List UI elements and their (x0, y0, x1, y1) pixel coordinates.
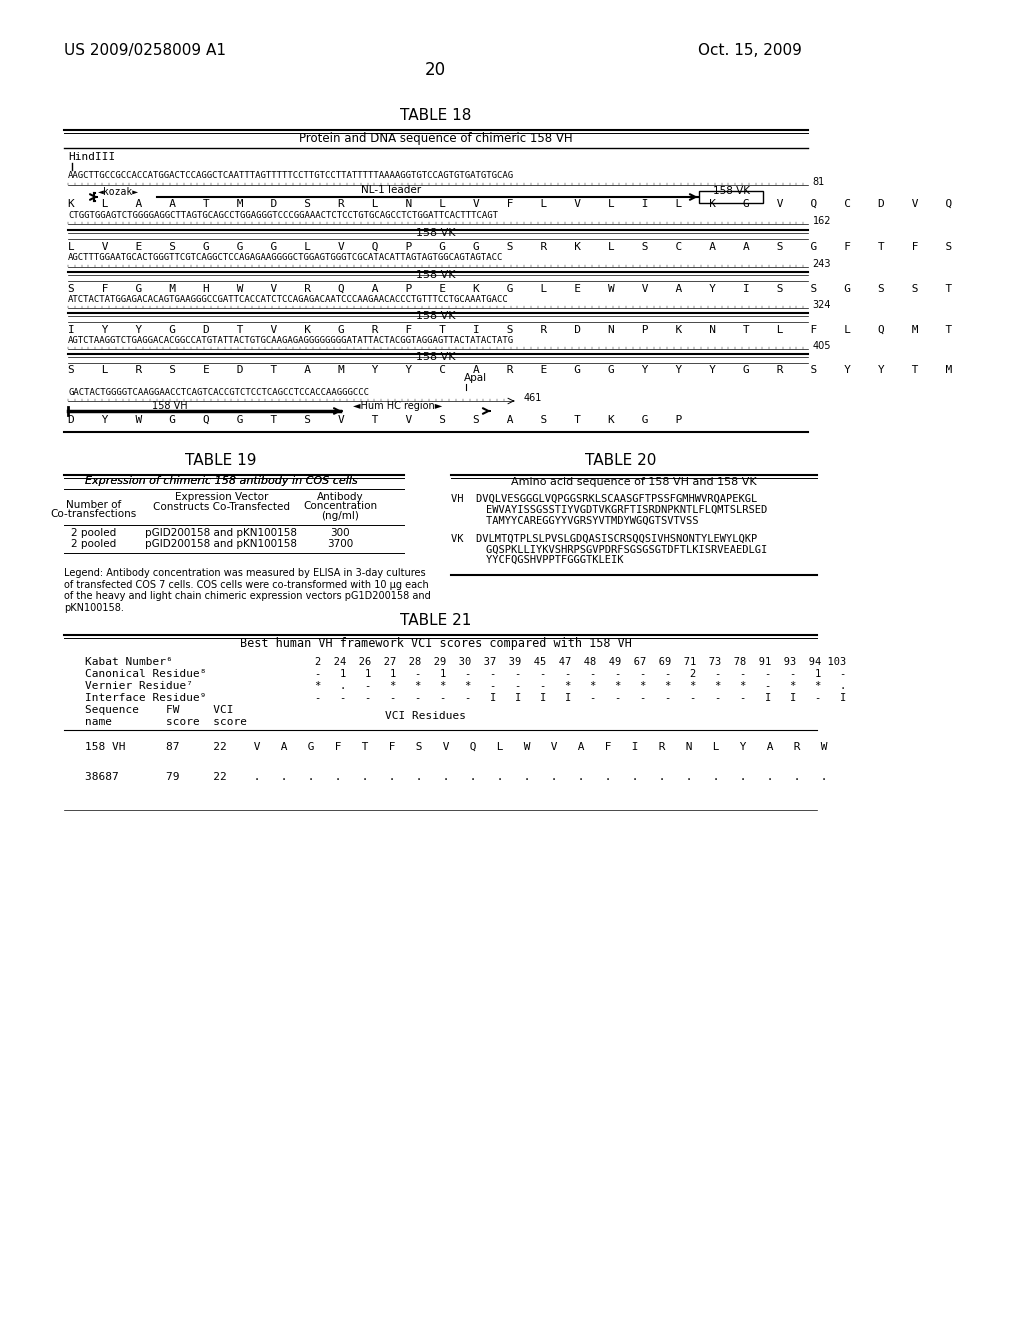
Text: AGCTTTGGAATGCACTGGGTTCGTCAGGCTCCAGAGAAGGGGCTGGAGTGGGTCGCATACATTAGTAGTGGCAGTAGTAC: AGCTTTGGAATGCACTGGGTTCGTCAGGCTCCAGAGAAGG… (68, 253, 504, 261)
Text: name        score  score: name score score (85, 717, 247, 727)
Text: CTGGTGGAGTCTGGGGAGGCTTAGTGCAGCCTGGAGGGTCCCGGAAACTCTCCTGTGCAGCCTCTGGATTCACTTTCAGT: CTGGTGGAGTCTGGGGAGGCTTAGTGCAGCCTGGAGGGTC… (68, 211, 498, 220)
Text: US 2009/0258009 A1: US 2009/0258009 A1 (63, 44, 226, 58)
Text: 2 pooled: 2 pooled (71, 528, 117, 539)
Text: ◄kozak►: ◄kozak► (98, 187, 139, 197)
Text: 3700: 3700 (328, 539, 353, 549)
Text: I    Y    Y    G    D    T    V    K    G    R    F    T    I    S    R    D    : I Y Y G D T V K G R F T I S R D (68, 325, 952, 335)
Text: 2 pooled: 2 pooled (71, 539, 117, 549)
Text: HindIII: HindIII (68, 152, 116, 162)
Text: (ng/ml): (ng/ml) (322, 511, 359, 521)
Text: 81: 81 (813, 177, 825, 187)
Text: TABLE 21: TABLE 21 (400, 612, 471, 628)
Text: *   .   -   *   *   *   *   -   -   -   *   *   *   *   *   *   *   *   -   *   : * . - * * * * - - - * * * * * * * * - * (314, 681, 846, 690)
Text: AGTCTAAGGTCTGAGGACACGGCCATGTATTACTGTGCAAGAGAGGGGGGGGATATTACTACGGTAGGAGTTACTATACT: AGTCTAAGGTCTGAGGACACGGCCATGTATTACTGTGCAA… (68, 337, 514, 345)
Text: 20: 20 (425, 61, 446, 79)
Text: 158 VH      87     22    V   A   G   F   T   F   S   V   Q   L   W   V   A   F  : 158 VH 87 22 V A G F T F S V Q L W V A F (85, 742, 827, 752)
Text: Vernier Residue⁷: Vernier Residue⁷ (85, 681, 194, 690)
Text: Expression Vector: Expression Vector (174, 492, 268, 502)
Text: 324: 324 (813, 300, 831, 310)
Text: YYCFQGSHVPPTFGGGTKLEIK: YYCFQGSHVPPTFGGGTKLEIK (461, 554, 624, 565)
Text: S    F    G    M    H    W    V    R    Q    A    P    E    K    G    L    E    : S F G M H W V R Q A P E K G L E (68, 284, 952, 294)
Text: K    L    A    A    T    M    D    S    R    L    N    L    V    F    L    V    : K L A A T M D S R L N L V F L V (68, 199, 952, 209)
Text: Number of: Number of (66, 500, 121, 510)
Text: D    Y    W    G    Q    G    T    S    V    T    V    S    S    A    S    T    : D Y W G Q G T S V T V S S A S T (68, 414, 682, 425)
Text: Canonical Residue⁸: Canonical Residue⁸ (85, 669, 207, 678)
Text: 461: 461 (523, 393, 542, 403)
Text: Best human VH framework VCI scores compared with 158 VH: Best human VH framework VCI scores compa… (240, 638, 632, 649)
Text: Expression of chimeric 158 antibody in COS cells: Expression of chimeric 158 antibody in C… (85, 477, 357, 486)
Text: ◄Hum HC region►: ◄Hum HC region► (353, 401, 442, 411)
Text: ApaI: ApaI (464, 374, 486, 383)
Text: NL-1 leader: NL-1 leader (361, 185, 422, 195)
Text: 38687       79     22    .   .   .   .   .   .   .   .   .   .   .   .   .   .  : 38687 79 22 . . . . . . . . . . . . . . (85, 772, 827, 781)
Text: -   1   1   1   -   1   -   -   -   -   -   -   -   -   -   2   -   -   -   -   : - 1 1 1 - 1 - - - - - - - - - 2 - - - - (314, 669, 846, 678)
Text: Concentration: Concentration (303, 502, 378, 511)
Text: TABLE 19: TABLE 19 (185, 453, 257, 469)
Text: EWVAYISSGSSTIYVGDTVKGRFTISRDNPKNTLFLQMTSLRSED: EWVAYISSGSSTIYVGDTVKGRFTISRDNPKNTLFLQMTS… (461, 506, 767, 515)
Text: 158 VK: 158 VK (714, 186, 751, 195)
Text: Amino acid sequence of 158 VH and 158 VK: Amino acid sequence of 158 VH and 158 VK (511, 477, 757, 487)
Text: TABLE 20: TABLE 20 (586, 453, 656, 469)
Text: Legend: Antibody concentration was measured by ELISA in 3-day cultures
of transf: Legend: Antibody concentration was measu… (63, 568, 430, 612)
Text: pGID200158 and pKN100158: pGID200158 and pKN100158 (145, 539, 297, 549)
Text: Interface Residue⁹: Interface Residue⁹ (85, 693, 207, 704)
Text: L    V    E    S    G    G    G    L    V    Q    P    G    G    S    R    K    : L V E S G G G L V Q P G G S R K (68, 242, 952, 252)
Text: Co-transfections: Co-transfections (50, 510, 137, 519)
Text: pGID200158 and pKN100158: pGID200158 and pKN100158 (145, 528, 297, 539)
Text: 158 VH: 158 VH (153, 401, 188, 411)
Text: VK  DVLMTQTPLSLPVSLGDQASISCRSQQSIVHSNONTYLEWYLQKP: VK DVLMTQTPLSLPVSLGDQASISCRSQQSIVHSNONTY… (451, 535, 757, 544)
Text: VCI Residues: VCI Residues (385, 711, 466, 721)
Text: 2  24  26  27  28  29  30  37  39  45  47  48  49  67  69  71  73  78  91  93  9: 2 24 26 27 28 29 30 37 39 45 47 48 49 67… (314, 657, 846, 667)
Text: 158 VK: 158 VK (416, 352, 456, 362)
Text: Antibody: Antibody (317, 492, 364, 502)
FancyBboxPatch shape (699, 191, 763, 203)
Text: TAMYYCAREGGYYVGRSYVTMDYWGQGTSVTVSS: TAMYYCAREGGYYVGRSYVTMDYWGQGTSVTVSS (461, 516, 698, 525)
Text: 243: 243 (813, 259, 831, 269)
Text: VH  DVQLVESGGGLVQPGGSRKLSCAASGFTPSSFGMHWVRQAPEKGL: VH DVQLVESGGGLVQPGGSRKLSCAASGFTPSSFGMHWV… (451, 494, 757, 504)
Text: Kabat Number⁶: Kabat Number⁶ (85, 657, 173, 667)
Text: GQSPKLLIYKVSHRPSGVPDRFSGSGSGTDFTLKISRVEAEDLGI: GQSPKLLIYKVSHRPSGVPDRFSGSGSGTDFTLKISRVEA… (461, 545, 767, 554)
Text: Constructs Co-Transfected: Constructs Co-Transfected (153, 502, 290, 512)
Text: Sequence    FW     VCI: Sequence FW VCI (85, 705, 233, 715)
Text: ATCTACTATGGAGACACAGTGAAGGGCCGATTCACCATCTCCAGAGACAATCCCAAGAACACCCTGTTTCCTGCAAATGA: ATCTACTATGGAGACACAGTGAAGGGCCGATTCACCATCT… (68, 294, 509, 304)
Text: GACTACTGGGGTCAAGGAACCTCAGTCACCGTCTCCTCAGCCTCCACCAAGGGCCC: GACTACTGGGGTCAAGGAACCTCAGTCACCGTCTCCTCAG… (68, 388, 369, 397)
Text: 158 VK: 158 VK (416, 271, 456, 280)
Text: 162: 162 (813, 216, 831, 226)
Text: 405: 405 (813, 341, 831, 351)
Text: -   -   -   -   -   -   -   I   I   I   I   -   -   -   -   -   -   -   I   I   : - - - - - - - I I I I - - - - - - - I I (314, 693, 846, 704)
Text: 158 VK: 158 VK (416, 228, 456, 238)
Text: Protein and DNA sequence of chimeric 158 VH: Protein and DNA sequence of chimeric 158… (299, 132, 572, 145)
Text: 300: 300 (331, 528, 350, 539)
Text: Expression of chimeric 158 antibody in COS cells: Expression of chimeric 158 antibody in C… (85, 477, 357, 486)
Text: AAGCTTGCCGCCACCATGGACTCCAGGCTCAATTTAGTTTTTCCTTGTCCTTATTTTTAAAAGGTGTCCAGTGTGATGTG: AAGCTTGCCGCCACCATGGACTCCAGGCTCAATTTAGTTT… (68, 172, 514, 180)
Text: Oct. 15, 2009: Oct. 15, 2009 (697, 44, 802, 58)
Text: TABLE 18: TABLE 18 (400, 108, 471, 123)
Text: S    L    R    S    E    D    T    A    M    Y    Y    C    A    R    E    G    : S L R S E D T A M Y Y C A R E G (68, 366, 952, 375)
Text: 158 VK: 158 VK (416, 312, 456, 321)
